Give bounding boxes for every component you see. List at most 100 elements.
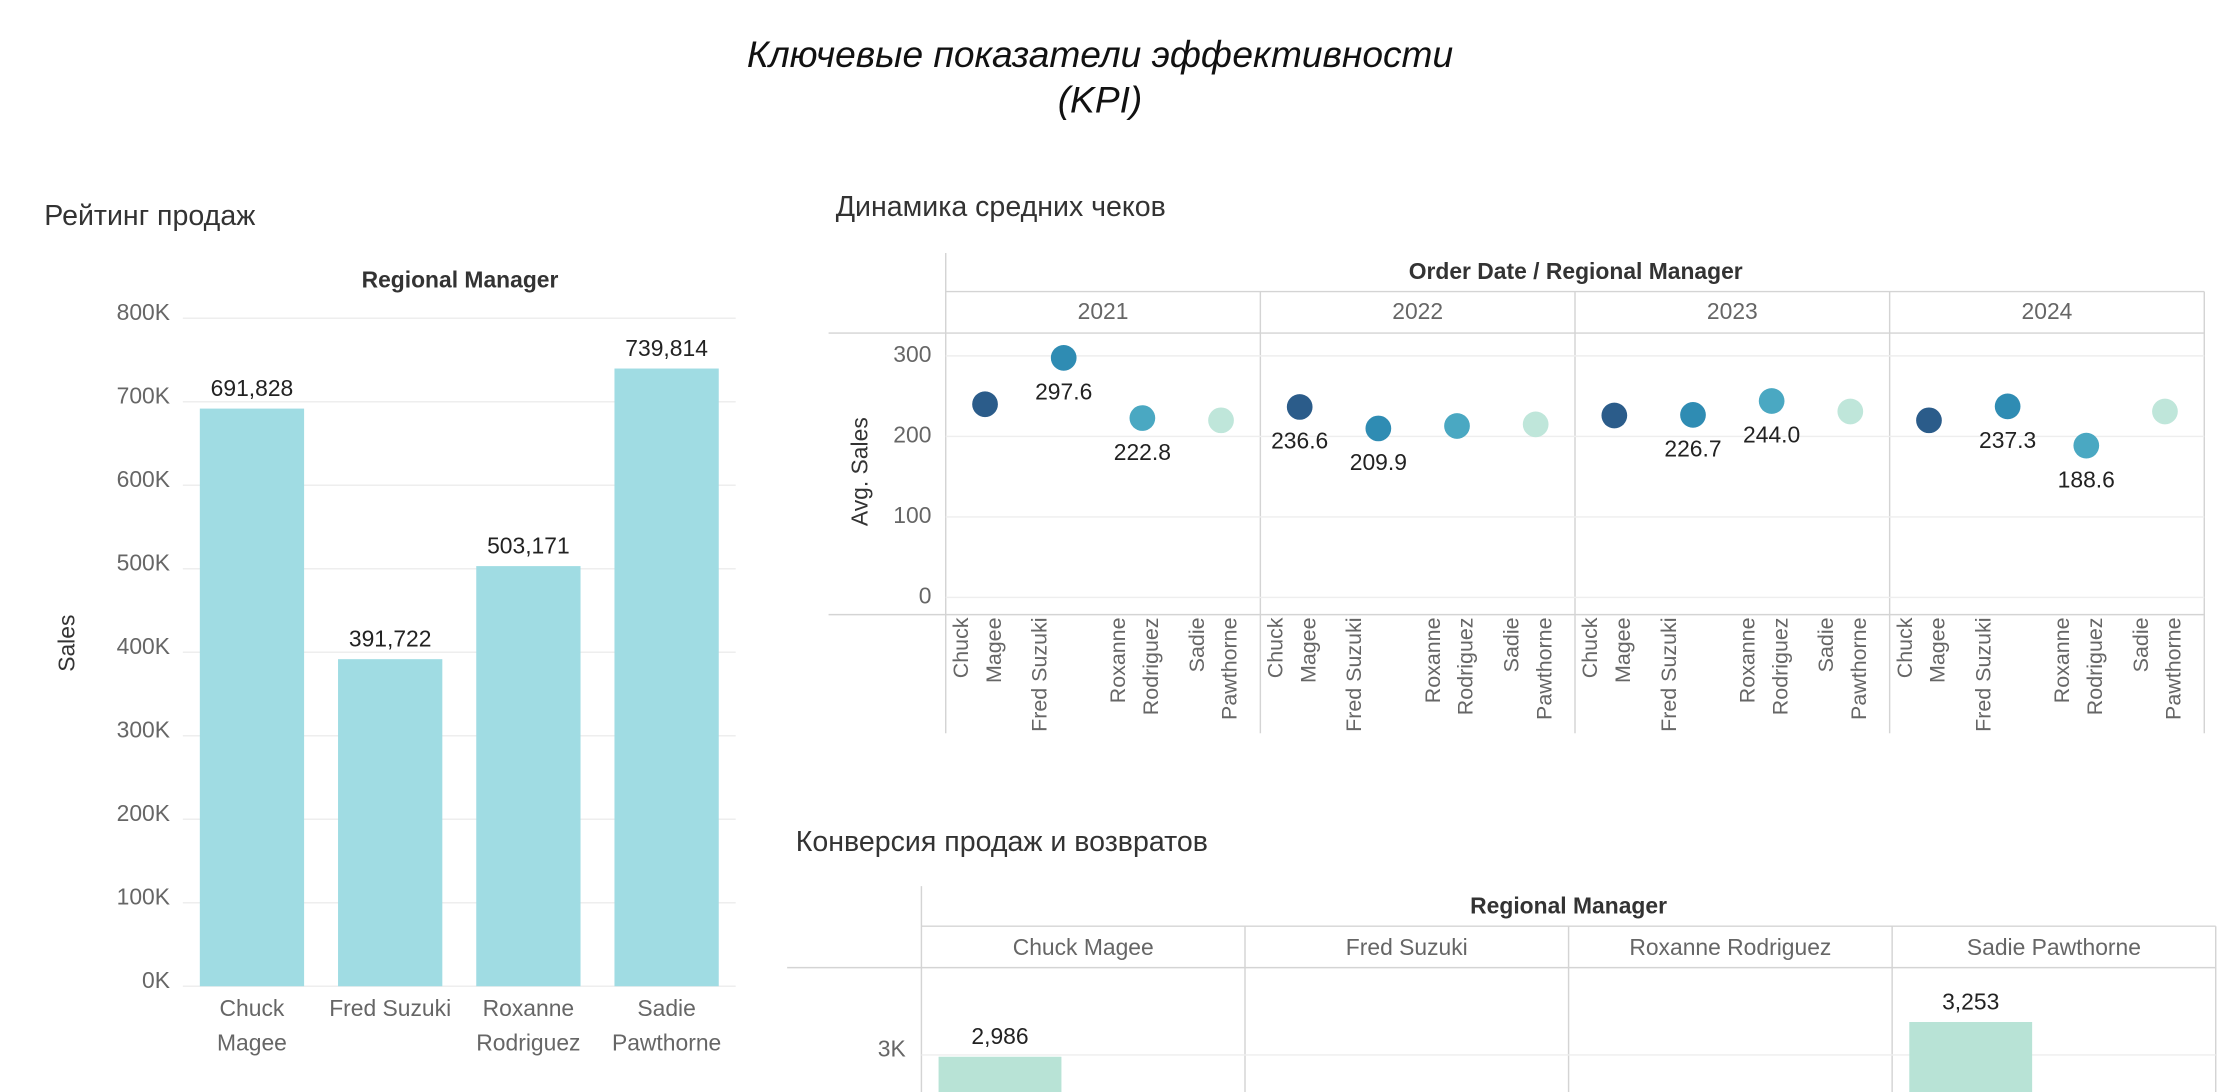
x-tick-label-box: Fred Suzuki [1028, 617, 1053, 732]
y-tick-label: 100K [117, 883, 170, 909]
y-tick-label: 500K [117, 549, 170, 575]
value-label: 691,828 [211, 375, 294, 401]
y-tick-label: 0K [142, 967, 170, 993]
chart-title: Рейтинг продаж [44, 200, 256, 232]
x-tick-label: Fred Suzuki [1345, 936, 1468, 961]
x-tick-label-box: Roxanne Rodriguez [1629, 936, 1831, 960]
y-tick-label: 700K [117, 383, 170, 409]
bar [199, 408, 305, 987]
value-label: 222.8 [1114, 439, 1171, 465]
y-axis-title: Avg. Sales [846, 417, 872, 526]
x-tick-label: Sadie Pawthorne [1500, 617, 1558, 720]
dot [1522, 411, 1549, 438]
y-tick-label: 400K [117, 633, 170, 659]
x-tick-label: Chuck Magee [1264, 617, 1322, 684]
x-tick-label-box: Fred Suzuki [1343, 617, 1368, 732]
dot [1994, 393, 2021, 420]
group-header: 2022 [1392, 298, 1443, 324]
bar [614, 368, 719, 987]
x-tick-label: Chuck Magee [1579, 617, 1637, 684]
y-tick-label: 800K [117, 299, 170, 325]
x-tick-label: Sadie Pawthorne [611, 997, 722, 1057]
value-label: 236.6 [1271, 428, 1328, 454]
y-tick-label: 100 [893, 502, 931, 528]
x-tick-label: Fred Suzuki [1972, 617, 1997, 732]
x-tick-label: Fred Suzuki [1343, 617, 1368, 732]
y-tick-label: 0 [919, 582, 932, 608]
bar [938, 1056, 1062, 1092]
x-tick-label: Roxanne Rodriguez [476, 997, 581, 1057]
y-tick-label: 300K [117, 716, 170, 742]
value-label: 188.6 [2058, 466, 2115, 492]
x-tick-label: Chuck Magee [217, 997, 287, 1057]
y-tick-label: 300 [893, 341, 931, 367]
value-label: 503,171 [487, 533, 570, 559]
column-header: Regional Manager [1470, 893, 1667, 919]
x-tick-label: Sadie Pawthorne [1966, 936, 2141, 961]
value-label: 3,253 [1942, 988, 1999, 1014]
x-tick-label-box: Roxanne Rodriguez [2051, 617, 2108, 715]
dot [1680, 402, 1706, 428]
chart-title: Динамика средних чеков [836, 191, 1166, 223]
dot [1365, 415, 1392, 442]
value-label: 391,722 [349, 626, 432, 652]
bar [476, 566, 581, 987]
dot [1837, 398, 1864, 425]
x-tick-label-box: Fred Suzuki [329, 997, 452, 1022]
x-tick-label-box: Sadie Pawthorne [611, 997, 722, 1057]
x-tick-label-box: Chuck Magee [1894, 617, 1951, 683]
x-tick-label-box: Sadie Pawthorne [1815, 617, 1873, 720]
x-tick-label-box: Chuck Magee [950, 617, 1008, 684]
dot [1601, 402, 1628, 429]
value-label: 297.6 [1035, 379, 1092, 405]
y-tick-label: 200K [117, 800, 170, 826]
dashboard-title: Ключевые показатели эффективности [747, 33, 1453, 75]
y-tick-label: 200 [893, 421, 931, 447]
x-tick-label-box: Roxanne Rodriguez [1421, 617, 1480, 716]
dot [1758, 388, 1785, 414]
dot [1444, 413, 1470, 439]
x-tick-label-box: Sadie Pawthorne [2129, 617, 2188, 720]
chart-title: Конверсия продаж и возвратов [796, 826, 1208, 858]
x-tick-label: Fred Suzuki [1028, 617, 1053, 732]
dot [972, 391, 998, 418]
column-header: Order Date / Regional Manager [1409, 258, 1743, 284]
dot [1916, 407, 1942, 434]
x-tick-label: Chuck Magee [950, 617, 1008, 684]
value-label: 237.3 [1979, 427, 2036, 453]
x-tick-label-box: Fred Suzuki [1972, 617, 1997, 732]
x-tick-label-box: Roxanne Rodriguez [1736, 617, 1794, 716]
x-tick-label-box: Chuck Magee [1579, 617, 1637, 684]
x-tick-label: Fred Suzuki [329, 997, 452, 1022]
x-tick-label: Roxanne Rodriguez [1107, 617, 1165, 716]
bar [338, 659, 443, 987]
dot [1208, 407, 1234, 434]
x-tick-label-box: Sadie Pawthorne [1966, 936, 2141, 961]
x-tick-label-box: Fred Suzuki [1658, 617, 1682, 731]
dot [1050, 344, 1077, 371]
y-tick-label: 3K [878, 1036, 906, 1062]
x-tick-label: Chuck Magee [1012, 936, 1154, 961]
dot [1129, 405, 1156, 431]
group-header: 2021 [1078, 298, 1129, 324]
x-tick-label-box: Chuck Magee [1012, 936, 1154, 961]
x-tick-label: Sadie Pawthorne [2129, 617, 2188, 720]
group-header: 2024 [2022, 298, 2073, 324]
x-tick-label-box: Roxanne Rodriguez [476, 997, 581, 1057]
x-tick-label-box: Roxanne Rodriguez [1107, 617, 1165, 716]
value-label: 226.7 [1664, 436, 1721, 462]
x-tick-label-box: Sadie Pawthorne [1500, 617, 1558, 720]
x-tick-label: Roxanne Rodriguez [1421, 617, 1480, 716]
x-tick-label: Sadie Pawthorne [1815, 617, 1873, 720]
dashboard-title: (KPI) [1058, 79, 1143, 121]
value-label: 739,814 [625, 335, 708, 361]
y-tick-label: 600K [117, 466, 170, 492]
x-tick-label: Roxanne Rodriguez [1736, 617, 1794, 716]
dot [2152, 398, 2178, 425]
x-tick-label-box: Chuck Magee [217, 997, 287, 1057]
group-header: 2023 [1707, 298, 1758, 324]
bar [1909, 1022, 2033, 1092]
dot [2073, 432, 2100, 459]
value-label: 2,986 [971, 1023, 1028, 1049]
